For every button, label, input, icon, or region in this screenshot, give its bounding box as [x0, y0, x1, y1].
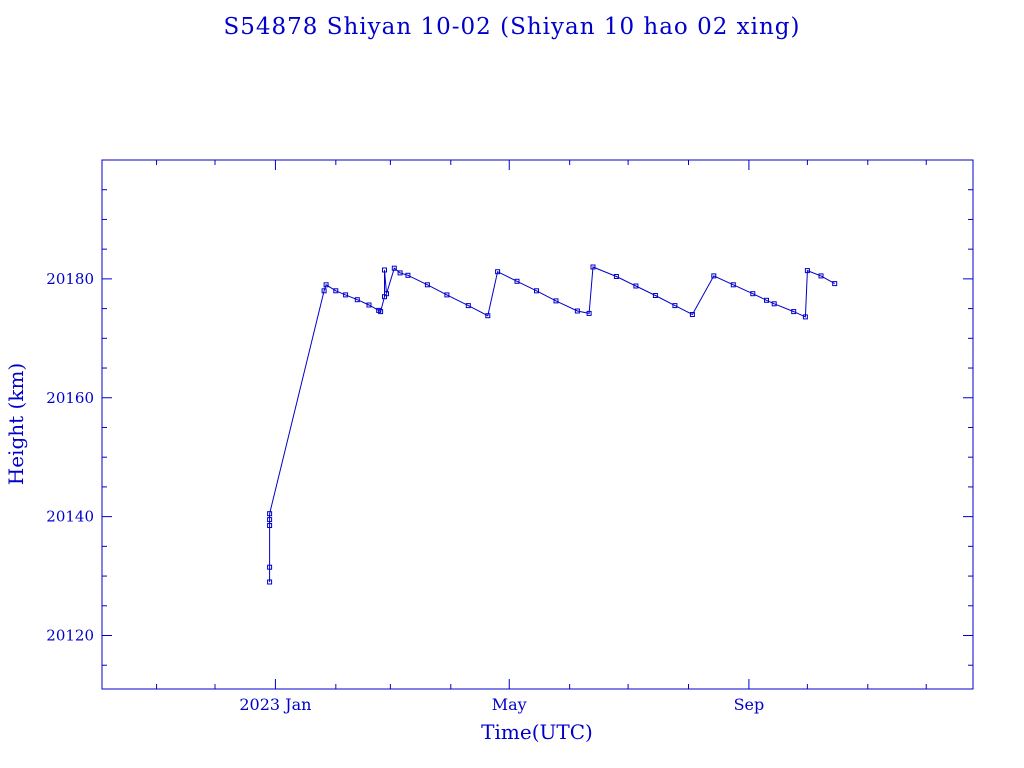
data-point: [321, 288, 327, 294]
data-point: [267, 511, 273, 517]
y-tick-label: 20140: [46, 508, 94, 526]
data-point: [802, 314, 808, 320]
data-point: [405, 272, 411, 278]
data-point: [343, 292, 349, 298]
data-point: [750, 291, 756, 297]
data-point: [267, 517, 273, 523]
data-point: [495, 269, 501, 275]
data-point: [633, 283, 639, 289]
data-point: [689, 312, 695, 317]
data-point: [730, 282, 736, 288]
data-point: [267, 564, 273, 570]
data-point: [804, 268, 810, 274]
data-point: [711, 273, 717, 279]
data-point: [267, 579, 273, 585]
data-point: [553, 298, 559, 304]
data-point: [444, 292, 450, 298]
data-point: [586, 310, 592, 316]
data-point: [391, 265, 397, 271]
y-tick-label: 20160: [46, 389, 94, 407]
data-point: [832, 281, 838, 287]
x-axis: 2023 Jan May Sep: [156, 160, 927, 714]
data-point: [333, 288, 339, 294]
data-point: [384, 291, 389, 297]
data-point: [613, 274, 619, 279]
data-point: [323, 282, 329, 288]
data-point: [354, 297, 360, 303]
chart-title: S54878 Shiyan 10-02 (Shiyan 10 hao 02 xi…: [223, 14, 801, 40]
y-axis-label: Height (km): [4, 363, 28, 485]
data-point: [818, 273, 824, 279]
data-point: [652, 293, 658, 298]
series-line: [269, 266, 835, 582]
data-point: [514, 278, 520, 284]
data-point: [424, 282, 430, 288]
data-point: [465, 303, 471, 309]
data-point: [771, 301, 777, 307]
data-point: [672, 303, 678, 309]
data-point: [534, 288, 539, 294]
data-point: [791, 309, 797, 315]
x-tick-label: Sep: [734, 695, 765, 714]
y-axis: 20120 20140 20160 20180: [46, 159, 973, 666]
data-point: [397, 270, 403, 276]
y-tick-label: 20180: [46, 270, 94, 288]
data-point: [382, 267, 387, 273]
data-point: [485, 313, 491, 319]
x-tick-label: May: [492, 695, 527, 714]
data-point: [574, 308, 580, 314]
series-height: [267, 264, 838, 585]
x-tick-label: 2023 Jan: [239, 695, 311, 714]
data-point: [267, 523, 273, 528]
data-point: [366, 302, 372, 308]
y-tick-label: 20120: [46, 627, 94, 645]
plot-frame: [101, 159, 974, 690]
data-point: [764, 297, 769, 303]
x-axis-label: Time(UTC): [481, 720, 593, 744]
data-point: [590, 264, 596, 270]
data-point: [378, 309, 384, 315]
